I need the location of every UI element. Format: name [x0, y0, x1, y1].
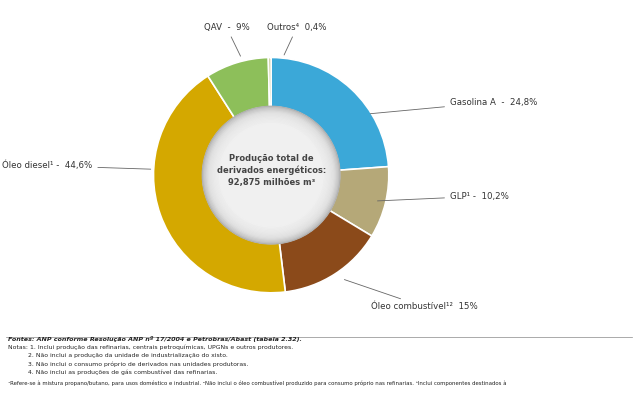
Wedge shape — [269, 58, 271, 107]
Text: ¹Refere-se à mistura propano/butano, para usos doméstico e industrial. ²Não incl: ¹Refere-se à mistura propano/butano, par… — [8, 380, 506, 386]
Text: 3. Não inclui o consumo próprio de derivados nas unidades produtoras.: 3. Não inclui o consumo próprio de deriv… — [8, 361, 248, 366]
Text: Fontes: ANP conforme Resolução ANP nº 17/2004 e Petrobras/Abast (tabela 2.32).: Fontes: ANP conforme Resolução ANP nº 17… — [8, 336, 302, 341]
Text: 4. Não inclui as produções de gás combustível das refinarias.: 4. Não inclui as produções de gás combus… — [8, 369, 217, 374]
Circle shape — [211, 114, 332, 236]
Circle shape — [216, 120, 326, 230]
Text: Produção total de
derivados energéticos:
92,875 milhões m³: Produção total de derivados energéticos:… — [216, 154, 326, 187]
Text: Óleo combustível¹²  15%: Óleo combustível¹² 15% — [345, 280, 478, 312]
Circle shape — [208, 112, 334, 238]
Wedge shape — [279, 210, 372, 292]
Wedge shape — [154, 76, 285, 293]
Circle shape — [218, 122, 325, 229]
Circle shape — [212, 116, 330, 235]
Wedge shape — [330, 166, 389, 236]
Circle shape — [214, 118, 328, 232]
Wedge shape — [271, 58, 389, 170]
Text: GLP¹ -  10,2%: GLP¹ - 10,2% — [378, 192, 509, 201]
Wedge shape — [208, 58, 269, 118]
Circle shape — [219, 123, 323, 227]
Circle shape — [205, 109, 338, 242]
Text: 2. Não inclui a produção da unidade de industrialização do xisto.: 2. Não inclui a produção da unidade de i… — [8, 353, 228, 358]
Circle shape — [213, 117, 329, 233]
Text: Gasolina A  -  24,8%: Gasolina A - 24,8% — [371, 98, 537, 114]
Text: QAV  -  9%: QAV - 9% — [204, 23, 249, 56]
Text: Óleo diesel¹ -  44,6%: Óleo diesel¹ - 44,6% — [2, 161, 151, 170]
Circle shape — [202, 106, 340, 244]
Circle shape — [219, 123, 323, 228]
Circle shape — [204, 108, 339, 243]
Circle shape — [206, 110, 336, 241]
Circle shape — [209, 113, 333, 237]
Circle shape — [207, 111, 336, 239]
Circle shape — [215, 119, 327, 231]
Text: Outros⁴  0,4%: Outros⁴ 0,4% — [267, 23, 327, 55]
Text: Notas: 1. Inclui produção das refinarias, centrais petroquímicas, UPGNs e outros: Notas: 1. Inclui produção das refinarias… — [8, 345, 293, 350]
